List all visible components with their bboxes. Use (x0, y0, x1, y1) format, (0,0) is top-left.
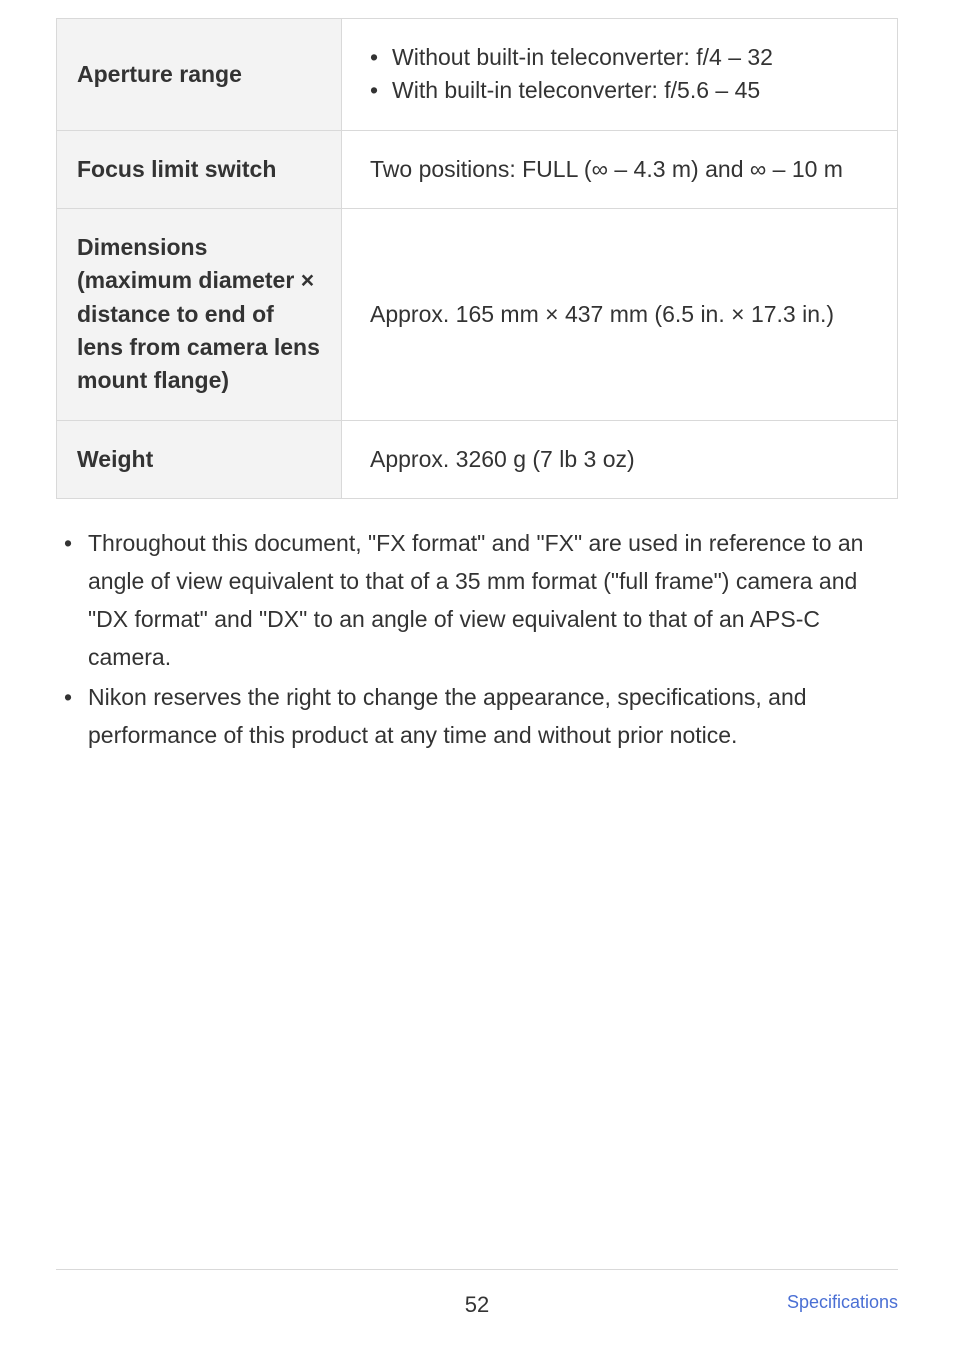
table-row: Aperture range Without built-in teleconv… (57, 19, 898, 131)
cell-list: Without built-in teleconverter: f/4 – 32… (370, 41, 877, 108)
spec-row-value: Without built-in teleconverter: f/4 – 32… (342, 19, 898, 131)
table-row: Dimensions (maximum diameter × distance … (57, 209, 898, 421)
footer-row: 52 Specifications (56, 1292, 898, 1318)
spec-row-header: Weight (57, 420, 342, 498)
note-item: Nikon reserves the right to change the a… (60, 679, 898, 755)
list-item: With built-in teleconverter: f/5.6 – 45 (370, 74, 877, 107)
page: Aperture range Without built-in teleconv… (0, 0, 954, 1354)
spec-table: Aperture range Without built-in teleconv… (56, 18, 898, 499)
table-row: Weight Approx. 3260 g (7 lb 3 oz) (57, 420, 898, 498)
page-number: 52 (465, 1292, 489, 1318)
spec-row-value: Approx. 165 mm × 437 mm (6.5 in. × 17.3 … (342, 209, 898, 421)
table-row: Focus limit switch Two positions: FULL (… (57, 130, 898, 208)
spec-row-header: Dimensions (maximum diameter × distance … (57, 209, 342, 421)
spec-row-value: Approx. 3260 g (7 lb 3 oz) (342, 420, 898, 498)
spec-row-header: Aperture range (57, 19, 342, 131)
footer-divider (56, 1269, 898, 1270)
list-item: Without built-in teleconverter: f/4 – 32 (370, 41, 877, 74)
page-footer: 52 Specifications (56, 1269, 898, 1318)
spec-row-header: Focus limit switch (57, 130, 342, 208)
section-link[interactable]: Specifications (787, 1292, 898, 1313)
note-item: Throughout this document, "FX format" an… (60, 525, 898, 677)
spec-row-value: Two positions: FULL (∞ – 4.3 m) and ∞ – … (342, 130, 898, 208)
notes-list: Throughout this document, "FX format" an… (56, 525, 898, 755)
